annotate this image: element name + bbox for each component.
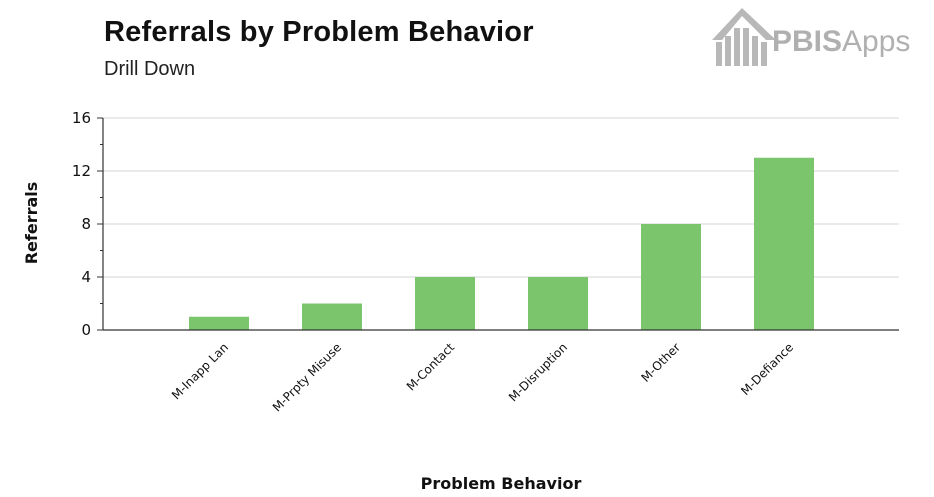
x-tick-labels: M-Inapp Lan M-Prpty Misuse M-Contact M-Disr… [169, 340, 796, 414]
chart-subtitle: Drill Down [104, 58, 196, 80]
x-axis-title: Problem Behavior [421, 474, 582, 493]
bar [754, 157, 814, 330]
bar [189, 316, 249, 330]
logo-text: PBISApps [772, 25, 910, 58]
chart-title: Referrals by Problem Behavior [104, 16, 534, 48]
y-tick-labels: 0 4 8 12 16 [72, 109, 91, 339]
bar [641, 224, 701, 330]
building-icon [712, 8, 776, 66]
y-axis-title: Referrals [22, 182, 41, 265]
x-tick-label: M-Disruption [506, 340, 570, 404]
bar [528, 277, 588, 330]
x-tick-label: M-Prpty Misuse [270, 340, 344, 414]
bar [415, 277, 475, 330]
logo-text-light: Apps [842, 25, 910, 58]
y-tick-label: 16 [72, 109, 91, 127]
x-tick-label: M-Contact [404, 340, 458, 394]
logo-text-bold: PBIS [772, 25, 842, 58]
y-tick-label: 4 [81, 268, 91, 286]
x-tick-label: M-Other [639, 340, 684, 385]
y-tick-label: 12 [72, 162, 91, 180]
y-tick-label: 0 [81, 321, 91, 339]
x-tick-label: M-Inapp Lan [169, 340, 231, 402]
x-tick-label: M-Defiance [738, 340, 796, 398]
bars [189, 157, 814, 330]
y-tick-label: 8 [81, 215, 91, 233]
axes [97, 117, 899, 331]
pbisapps-logo: PBISApps [712, 8, 910, 66]
bar [302, 303, 362, 330]
